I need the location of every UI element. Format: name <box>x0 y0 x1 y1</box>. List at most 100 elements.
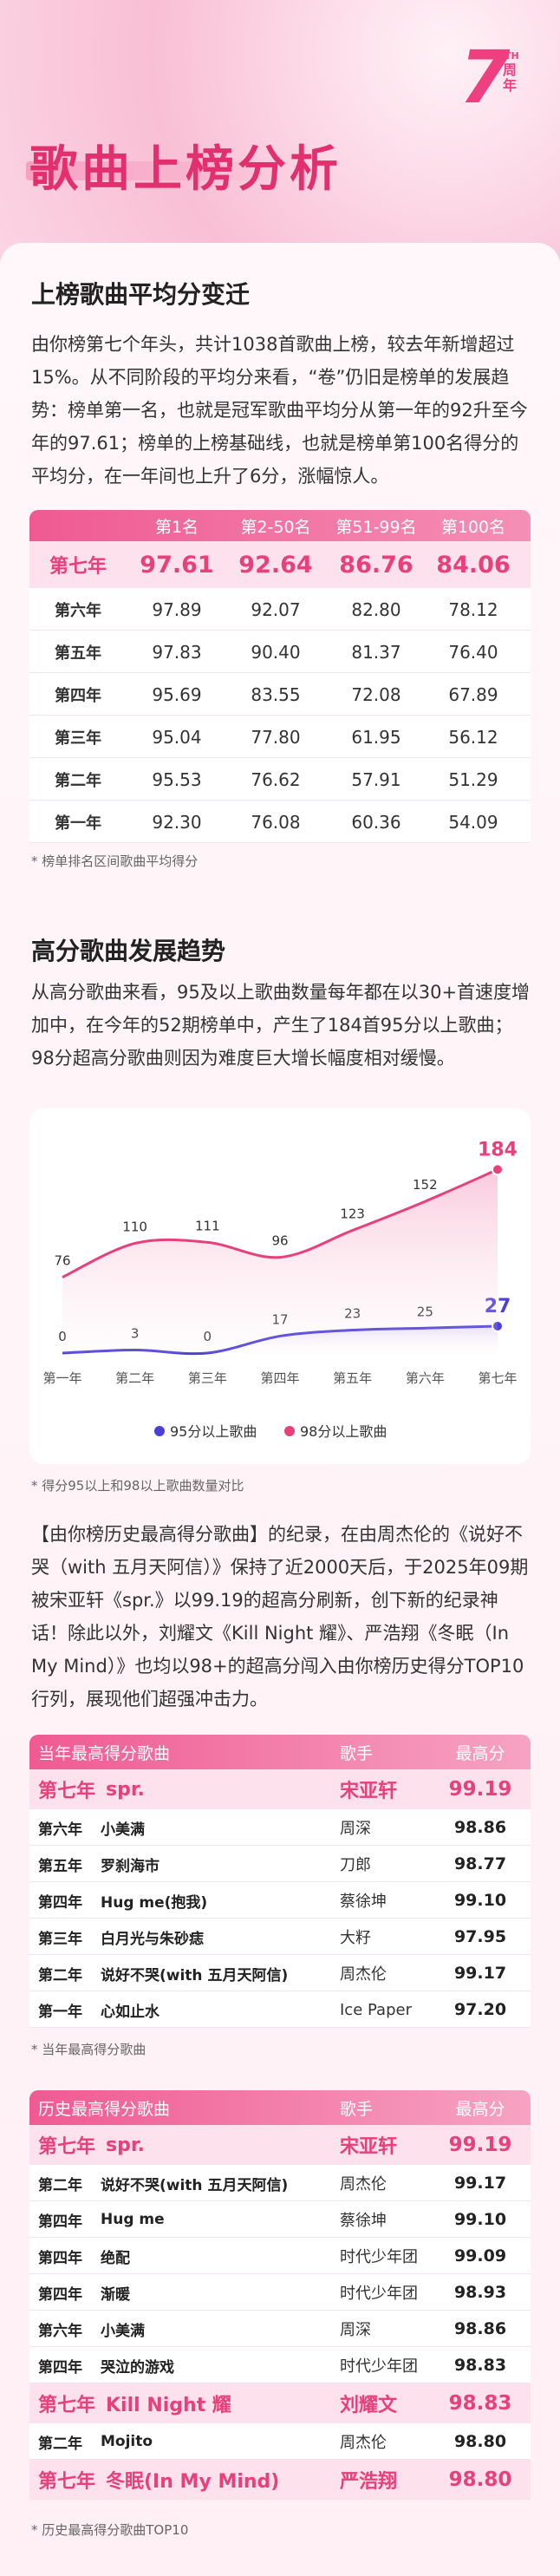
score-cell: 97.61 <box>140 551 214 579</box>
song-cell: 渐暖 <box>101 2285 130 2304</box>
score-cell: 60.36 <box>351 811 401 833</box>
logo: 7 TH 周年 <box>459 35 520 120</box>
value-label: 152 <box>413 1177 438 1193</box>
year-cell: 第二年 <box>55 771 101 790</box>
logo-sup: TH <box>505 50 519 62</box>
table-row <box>29 2274 531 2311</box>
column-header: 第51-99名 <box>335 517 417 537</box>
legend-label: 95分以上歌曲 <box>170 1423 257 1440</box>
score-cell: 99.09 <box>453 2246 507 2265</box>
score-cell: 95.53 <box>152 768 202 790</box>
year-cell: 第四年 <box>38 2249 82 2267</box>
table-row <box>29 2347 531 2383</box>
highlight-row <box>29 2383 531 2423</box>
year-cell: 第一年 <box>38 2003 82 2021</box>
legend-label: 98分以上歌曲 <box>300 1423 387 1440</box>
year-cell: 第七年 <box>38 2395 96 2416</box>
column-header: 最高分 <box>455 1743 505 1763</box>
artist-cell: 宋亚轩 <box>340 1781 398 1802</box>
score-cell: 98.86 <box>453 2319 507 2338</box>
score-cell: 51.29 <box>448 768 498 790</box>
song-cell: 冬眠(In My Mind) <box>106 2471 280 2493</box>
score-cell: 99.17 <box>453 2174 507 2193</box>
score-cell: 99.17 <box>453 1964 507 1983</box>
table-header <box>29 510 531 541</box>
x-tick-label: 第二年 <box>115 1370 154 1386</box>
x-tick-label: 第三年 <box>188 1370 227 1386</box>
year-cell: 第五年 <box>55 644 101 663</box>
table-row <box>29 1882 531 1919</box>
section-title: 高分歌曲发展趋势 <box>31 937 226 965</box>
song-cell: spr. <box>106 2134 145 2156</box>
table-row <box>29 1919 531 1955</box>
year-cell: 第五年 <box>38 1857 82 1875</box>
score-cell: 95.04 <box>152 726 202 748</box>
table-row <box>29 2311 531 2347</box>
table-row <box>29 1991 531 2028</box>
table-row <box>29 2238 531 2274</box>
legend-marker <box>284 1426 295 1436</box>
table-header <box>29 2090 531 2125</box>
score-cell: 98.77 <box>453 1854 507 1873</box>
title-underline <box>26 161 286 180</box>
history-table: 历史最高得分歌曲 歌手 最高分 第七年 spr. 宋亚轩 99.19 第二年 说好不哭(with… <box>29 2090 531 2500</box>
column-header: 第100名 <box>440 517 506 537</box>
table-row <box>29 673 531 716</box>
year-cell: 第六年 <box>38 2322 82 2340</box>
score-cell: 67.89 <box>448 683 498 705</box>
page-title: 歌曲上榜分析 <box>29 141 342 198</box>
score-cell: 99.19 <box>448 1778 512 1801</box>
section-title: 上榜歌曲平均分变迁 <box>31 280 251 309</box>
column-header: 第2-50名 <box>240 517 311 537</box>
artist-cell: 蔡徐坤 <box>340 1893 387 1911</box>
table-row <box>29 716 531 758</box>
score-cell: 97.89 <box>152 598 202 620</box>
column-header: 当年最高得分歌曲 <box>38 1743 171 1763</box>
paragraph: 由你榜第七个年头，共计1038首歌曲上榜，较去年新增超过15%。从不同阶段的平均… <box>31 334 528 487</box>
song-cell: 说好不哭(with 五月天阿信) <box>101 2176 289 2194</box>
score-cell: 97.20 <box>453 2000 507 2019</box>
artist-cell: 时代少年团 <box>340 2285 418 2303</box>
year-cell: 第七年 <box>38 1781 96 1802</box>
table-row <box>29 588 531 631</box>
score-cell: 98.83 <box>453 2356 507 2375</box>
year-cell: 第七年 <box>38 2136 96 2158</box>
table-row <box>29 801 531 843</box>
score-cell: 97.95 <box>453 1927 507 1946</box>
legend-marker <box>154 1426 165 1436</box>
table-note: * 榜单排名区间歌曲平均得分 <box>31 853 199 869</box>
x-tick-label: 第六年 <box>406 1370 445 1386</box>
score-cell: 86.76 <box>339 551 413 579</box>
highlight-row <box>29 2460 531 2500</box>
table-header <box>29 1735 531 1769</box>
score-cell: 92.07 <box>251 598 301 620</box>
year-cell: 第四年 <box>38 2213 82 2231</box>
year-cell: 第二年 <box>38 1966 82 1984</box>
score-cell: 90.40 <box>251 641 301 663</box>
artist-cell: 周深 <box>340 1820 371 1838</box>
score-cell: 97.83 <box>152 641 202 663</box>
year-cell: 第二年 <box>38 2435 82 2453</box>
song-cell: 罗刹海市 <box>101 1857 160 1875</box>
table-row <box>29 758 531 801</box>
artist-cell: 刀郎 <box>340 1856 371 1874</box>
value-label: 96 <box>271 1233 288 1249</box>
column-header: 历史最高得分歌曲 <box>38 2099 171 2119</box>
artist-cell: 周杰伦 <box>340 2434 387 2452</box>
score-cell: 99.10 <box>453 2210 507 2229</box>
song-cell: 小美满 <box>101 2322 145 2340</box>
highlight-row <box>29 541 531 588</box>
song-cell: Mojito <box>101 2433 153 2450</box>
table-row <box>29 2423 531 2460</box>
year-cell: 第六年 <box>38 1821 82 1839</box>
column-header: 歌手 <box>340 1743 374 1763</box>
artist-cell: 宋亚轩 <box>340 2136 398 2158</box>
highlight-row <box>29 1769 531 1809</box>
score-cell: 84.06 <box>436 551 511 579</box>
year-cell: 第三年 <box>55 729 101 748</box>
x-tick-label: 第五年 <box>333 1370 372 1386</box>
song-cell: spr. <box>106 1778 145 1801</box>
score-cell: 72.08 <box>351 683 401 705</box>
column-header: 最高分 <box>455 2099 505 2119</box>
